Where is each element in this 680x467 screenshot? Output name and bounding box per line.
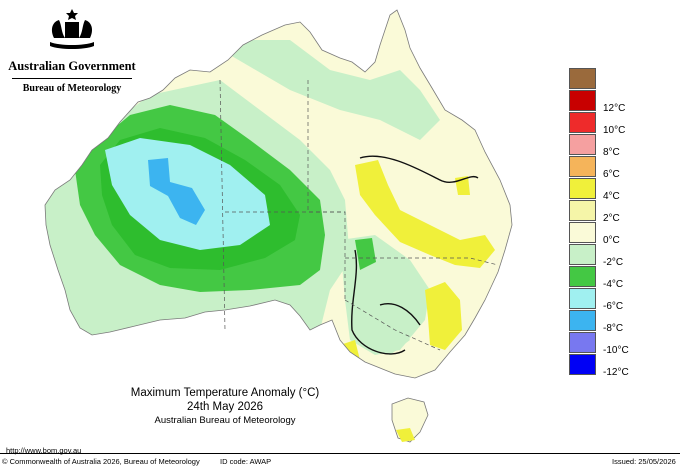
legend-swatch: [569, 178, 596, 199]
legend-swatch: [569, 200, 596, 221]
legend-label: 2°C: [603, 213, 620, 224]
legend-swatch: [569, 156, 596, 177]
map-date: 24th May 2026: [186, 401, 264, 413]
government-name: Australian Government: [8, 59, 136, 73]
legend-swatch: [569, 288, 596, 309]
logo-divider: [12, 78, 132, 79]
legend-swatch: [569, 90, 596, 111]
map-source: Australian Bureau of Meteorology: [154, 415, 296, 426]
legend-swatch: [569, 112, 596, 133]
legend-label: -2°C: [603, 257, 624, 268]
zone-minus2-se: [370, 310, 410, 355]
coat-of-arms-icon: [50, 9, 94, 49]
map-title-block: Maximum Temperature Anomaly (°C) 24th Ma…: [100, 387, 350, 426]
legend-label: 0°C: [603, 235, 620, 246]
mainland-outline: [44, 9, 513, 379]
legend-swatch: [569, 266, 596, 287]
legend-label: -4°C: [603, 279, 624, 290]
website-link[interactable]: http://www.bom.gov.au: [6, 446, 82, 455]
agency-name: Bureau of Meteorology: [22, 83, 122, 94]
border-nsw-vic: [344, 299, 441, 351]
legend-label: 8°C: [603, 147, 620, 158]
legend-swatch: [569, 134, 596, 155]
legend-label: -10°C: [603, 345, 629, 356]
legend-label: 6°C: [603, 169, 620, 180]
id-code: ID code: AWAP: [220, 457, 272, 466]
legend-swatch: [569, 244, 596, 265]
footer-divider: [0, 453, 680, 454]
legend-swatch: [569, 222, 596, 243]
zone-plus2-north: [355, 160, 495, 268]
legend-swatch: [569, 310, 596, 331]
legend-label: -8°C: [603, 323, 624, 334]
contour-zero-west: [351, 249, 406, 355]
border-sa-qld: [307, 80, 346, 300]
zone-minus2-north: [160, 40, 440, 140]
legend-label: 12°C: [603, 103, 626, 114]
legend-label: -6°C: [603, 301, 624, 312]
copyright-text: © Commonwealth of Australia 2026, Bureau…: [2, 457, 200, 466]
legend-label: -12°C: [603, 367, 629, 378]
legend-label: 10°C: [603, 125, 626, 136]
legend-label: 4°C: [603, 191, 620, 202]
tasmania-zone: [396, 428, 415, 442]
legend-swatch: [569, 332, 596, 353]
legend-swatch: [569, 68, 596, 89]
map-title: Maximum Temperature Anomaly (°C): [130, 387, 320, 399]
zone-minus8: [148, 158, 205, 225]
contour-zero-north: [359, 155, 479, 183]
government-logo: Australian Government Bureau of Meteorol…: [8, 8, 136, 94]
issued-date: Issued: 25/05/2026: [612, 457, 676, 466]
legend-swatch: [569, 354, 596, 375]
contour-zero-east: [379, 303, 421, 326]
zone-minus4-spot: [355, 238, 376, 270]
zone-plus2-nsw: [425, 282, 462, 350]
